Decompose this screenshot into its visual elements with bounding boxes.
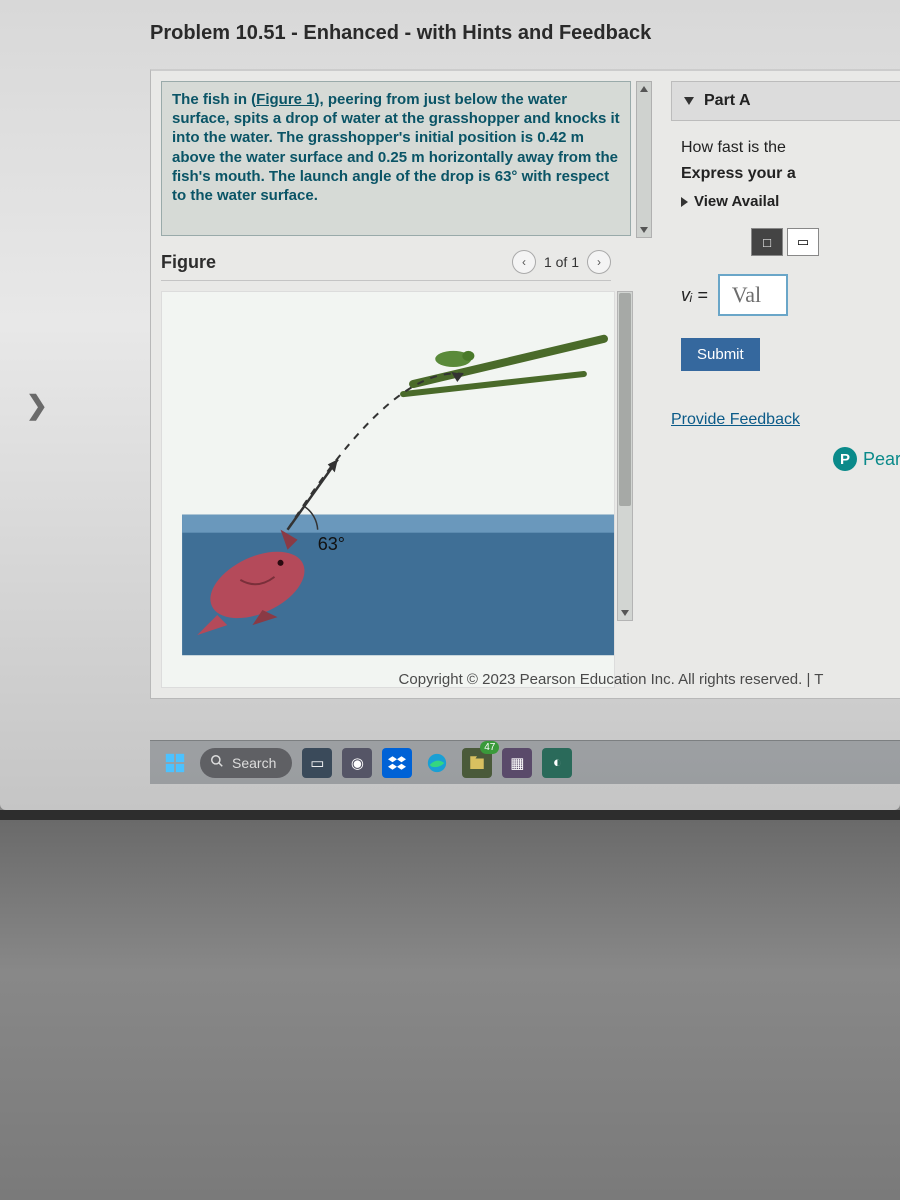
- question-line-1: How fast is the: [681, 139, 900, 157]
- part-a-header[interactable]: Part A: [671, 81, 900, 121]
- collapse-chevron-icon[interactable]: ❯: [26, 390, 48, 421]
- problem-description: The fish in (Figure 1), peering from jus…: [161, 81, 631, 236]
- problem-title: Problem 10.51 - Enhanced - with Hints an…: [150, 20, 900, 55]
- expand-triangle-icon: [681, 197, 688, 207]
- pearson-logo-icon: P: [833, 447, 857, 471]
- taskbar-app-6[interactable]: ▦: [502, 748, 532, 778]
- content-card: The fish in (Figure 1), peering from jus…: [150, 69, 900, 699]
- screen-area: ❯ Problem 10.51 - Enhanced - with Hints …: [0, 0, 900, 810]
- view-hints-link[interactable]: View Availal: [681, 193, 900, 210]
- search-label: Search: [232, 755, 276, 771]
- taskbar-edge-icon[interactable]: [422, 748, 452, 778]
- windows-taskbar: Search ▭ ◉ 47 ▦ ◐: [150, 740, 900, 784]
- figure-header: Figure ‹ 1 of 1 ›: [161, 250, 611, 281]
- pearson-branding: P Pear: [671, 447, 900, 471]
- taskbar-app-1[interactable]: ▭: [302, 748, 332, 778]
- taskbar-app-2[interactable]: ◉: [342, 748, 372, 778]
- part-a-label: Part A: [704, 92, 751, 110]
- answer-input[interactable]: Val: [718, 274, 788, 316]
- figure-prev-button[interactable]: ‹: [512, 250, 536, 274]
- figure-svg: 63°: [162, 292, 614, 687]
- figure-canvas: 63°: [161, 291, 615, 688]
- figure-scrollbar[interactable]: [617, 291, 633, 621]
- provide-feedback-link[interactable]: Provide Feedback: [671, 411, 900, 429]
- taskbar-dropbox-icon[interactable]: [382, 748, 412, 778]
- toolbar-button-2[interactable]: ▭: [787, 228, 819, 256]
- pearson-text: Pear: [863, 449, 900, 470]
- figure-next-button[interactable]: ›: [587, 250, 611, 274]
- taskbar-app-7[interactable]: ◐: [542, 748, 572, 778]
- submit-button[interactable]: Submit: [681, 338, 760, 371]
- right-column: Part A How fast is the Express your a Vi…: [671, 71, 900, 698]
- equation-toolbar: □ ▭: [751, 228, 900, 256]
- figure-link[interactable]: Figure 1: [256, 91, 314, 108]
- answer-row: vᵢ = Val: [681, 274, 900, 316]
- taskbar-search[interactable]: Search: [200, 748, 292, 778]
- figure-label: Figure: [161, 252, 216, 273]
- description-scrollbar[interactable]: [636, 81, 652, 238]
- hints-label: View Availal: [694, 193, 779, 210]
- question-line-2: Express your a: [681, 165, 900, 183]
- search-icon: [210, 754, 224, 771]
- taskbar-app-5[interactable]: 47: [462, 748, 492, 778]
- start-button[interactable]: [160, 748, 190, 778]
- notification-badge: 47: [480, 741, 499, 754]
- windows-icon: [164, 752, 186, 774]
- toolbar-button-1[interactable]: □: [751, 228, 783, 256]
- below-screen-area: [0, 810, 900, 1200]
- angle-label: 63°: [318, 534, 345, 554]
- desc-text-pre: The fish in (: [172, 91, 256, 108]
- collapse-triangle-icon: [684, 97, 694, 105]
- figure-nav: ‹ 1 of 1 ›: [512, 250, 611, 274]
- copyright-text: Copyright © 2023 Pearson Education Inc. …: [311, 671, 900, 688]
- variable-label: vᵢ =: [681, 285, 708, 306]
- left-column: The fish in (Figure 1), peering from jus…: [151, 71, 641, 698]
- figure-nav-text: 1 of 1: [544, 254, 579, 270]
